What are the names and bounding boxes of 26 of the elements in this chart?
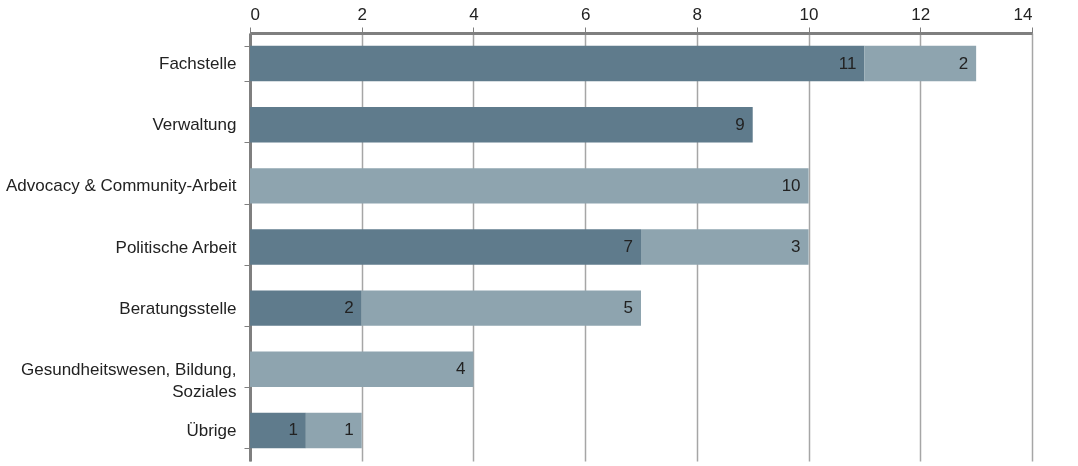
x-tick-label: 12 xyxy=(911,4,931,24)
x-tick-label: 10 xyxy=(799,4,819,24)
x-tick-label: 0 xyxy=(250,4,260,24)
data-label: 4 xyxy=(455,359,466,379)
y-tick-label: Verwaltung xyxy=(152,115,237,135)
y-tick-label: Advocacy & Community-Arbeit xyxy=(5,176,237,196)
data-label: 2 xyxy=(958,53,969,73)
data-label: 9 xyxy=(735,114,745,134)
y-tick-label: Fachstelle xyxy=(159,54,237,74)
data-label: 3 xyxy=(791,237,801,256)
x-tick-label: 4 xyxy=(469,4,479,24)
data-label: 1 xyxy=(344,420,354,440)
data-label: 11 xyxy=(838,53,857,73)
y-tick-label: Übrige xyxy=(186,420,237,440)
y-tick-label: Gesundheitswesen, Bildung, Soziales xyxy=(21,359,237,401)
data-label: 10 xyxy=(781,175,801,195)
y-tick-label: Politische Arbeit xyxy=(115,237,237,257)
data-label: 5 xyxy=(623,298,633,318)
data-label: 7 xyxy=(623,237,633,256)
x-tick-label: 8 xyxy=(692,4,703,24)
x-tick-label: 14 xyxy=(1013,4,1033,24)
x-tick-label: 2 xyxy=(357,4,367,24)
data-label: 2 xyxy=(344,298,354,318)
y-tick-label: Beratungsstelle xyxy=(119,298,237,318)
x-tick-label: 6 xyxy=(580,4,591,24)
data-label: 1 xyxy=(288,420,298,440)
